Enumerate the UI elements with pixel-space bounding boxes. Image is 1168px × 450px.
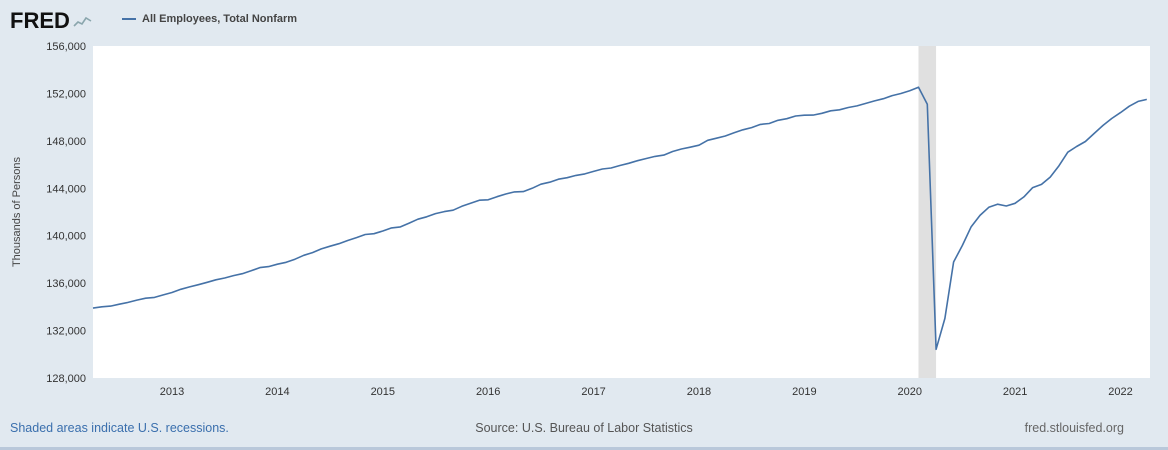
- legend-line-swatch: [122, 18, 136, 20]
- y-tick-label: 144,000: [46, 183, 86, 195]
- fred-logo-text: FRED: [10, 7, 70, 33]
- chart-canvas: 128,000 132,000 136,000 140,000 144,000 148,0…: [46, 41, 1150, 398]
- fred-site-link[interactable]: fred.stlouisfed.org: [1024, 421, 1124, 435]
- x-tick-label: 2022: [1108, 386, 1132, 398]
- y-tick-label: 136,000: [46, 278, 86, 290]
- bottom-accent-bar: [0, 447, 1168, 450]
- fred-sparkline-icon: [73, 9, 93, 35]
- x-tick-label: 2017: [581, 386, 605, 398]
- source-link[interactable]: Source: U.S. Bureau of Labor Statistics: [475, 421, 693, 435]
- fred-logo[interactable]: FRED: [10, 6, 93, 35]
- x-tick-label: 2013: [160, 386, 184, 398]
- y-tick-label: 140,000: [46, 231, 86, 243]
- y-tick-label: 156,000: [46, 41, 86, 53]
- legend-item[interactable]: All Employees, Total Nonfarm: [122, 13, 297, 25]
- data-line[interactable]: [92, 86, 1147, 351]
- x-tick-label: 2014: [265, 386, 289, 398]
- x-tick-label: 2015: [371, 386, 395, 398]
- legend-label: All Employees, Total Nonfarm: [142, 13, 298, 25]
- y-tick-label: 128,000: [46, 373, 86, 385]
- y-tick-label: 132,000: [46, 326, 86, 338]
- y-tick-label: 152,000: [46, 88, 86, 100]
- recession-band: [918, 46, 937, 378]
- chart-footer: Shaded areas indicate U.S. recessions. S…: [0, 421, 1168, 437]
- x-tick-label: 2019: [792, 386, 816, 398]
- plot-area: [93, 46, 1150, 378]
- x-tick-label: 2021: [1003, 386, 1027, 398]
- x-tick-label: 2020: [897, 386, 921, 398]
- y-tick-label: 148,000: [46, 136, 86, 148]
- x-tick-label: 2016: [476, 386, 500, 398]
- recession-note-link[interactable]: Shaded areas indicate U.S. recessions.: [10, 421, 229, 435]
- x-tick-label: 2018: [687, 386, 711, 398]
